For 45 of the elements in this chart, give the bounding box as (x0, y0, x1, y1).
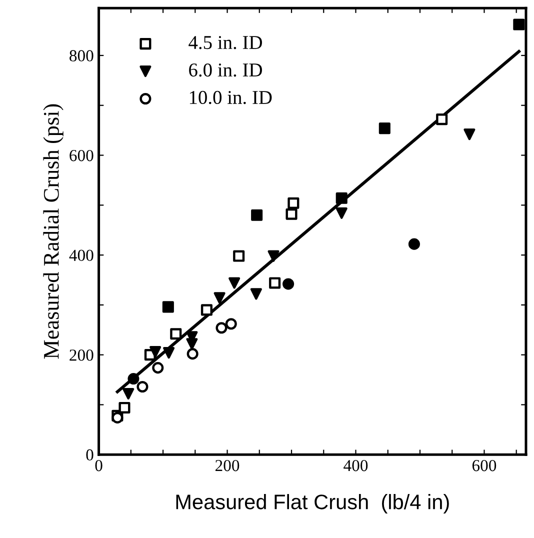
point (200, 304, 212, 316)
x-axis-title: Measured Flat Crush (lb/4 in) (176, 494, 449, 514)
point (162, 301, 174, 313)
y-tick-label: 200 (70, 350, 94, 361)
point (436, 114, 448, 126)
point (150, 346, 162, 358)
legend-label: 10.0 in. ID (190, 90, 272, 104)
point (336, 207, 348, 219)
point (513, 18, 525, 30)
x-tick-label: 400 (344, 460, 368, 472)
legend-label: 4.5 in. ID (188, 36, 262, 50)
point (250, 288, 262, 300)
point (336, 192, 348, 204)
point (228, 277, 240, 289)
point (269, 277, 281, 289)
y-tick-label: 400 (69, 250, 94, 261)
point (408, 238, 420, 250)
point (251, 209, 263, 221)
point (186, 348, 198, 360)
legend-label: 6.0 in. ID (189, 63, 262, 77)
point (268, 250, 280, 262)
point (170, 328, 182, 340)
point (128, 373, 140, 385)
point (136, 380, 148, 393)
point (118, 402, 130, 414)
x-tick-label: 0 (95, 460, 102, 472)
point (152, 362, 164, 374)
point (122, 388, 134, 400)
y-tick-label: 0 (86, 449, 94, 461)
point (225, 318, 237, 330)
y-tick-label: 800 (70, 50, 94, 62)
y-tick-label: 600 (70, 150, 94, 162)
x-tick-label: 200 (216, 460, 240, 472)
point (216, 322, 228, 334)
point (286, 208, 298, 220)
y-axis-title: Measured Radial Crush (psi) (43, 104, 64, 359)
point (214, 292, 226, 304)
point (186, 338, 198, 350)
point (233, 250, 245, 262)
point (378, 122, 390, 134)
point (282, 278, 294, 290)
point (288, 197, 300, 209)
point (464, 128, 476, 140)
x-tick-label: 600 (472, 460, 496, 472)
point (163, 347, 175, 359)
